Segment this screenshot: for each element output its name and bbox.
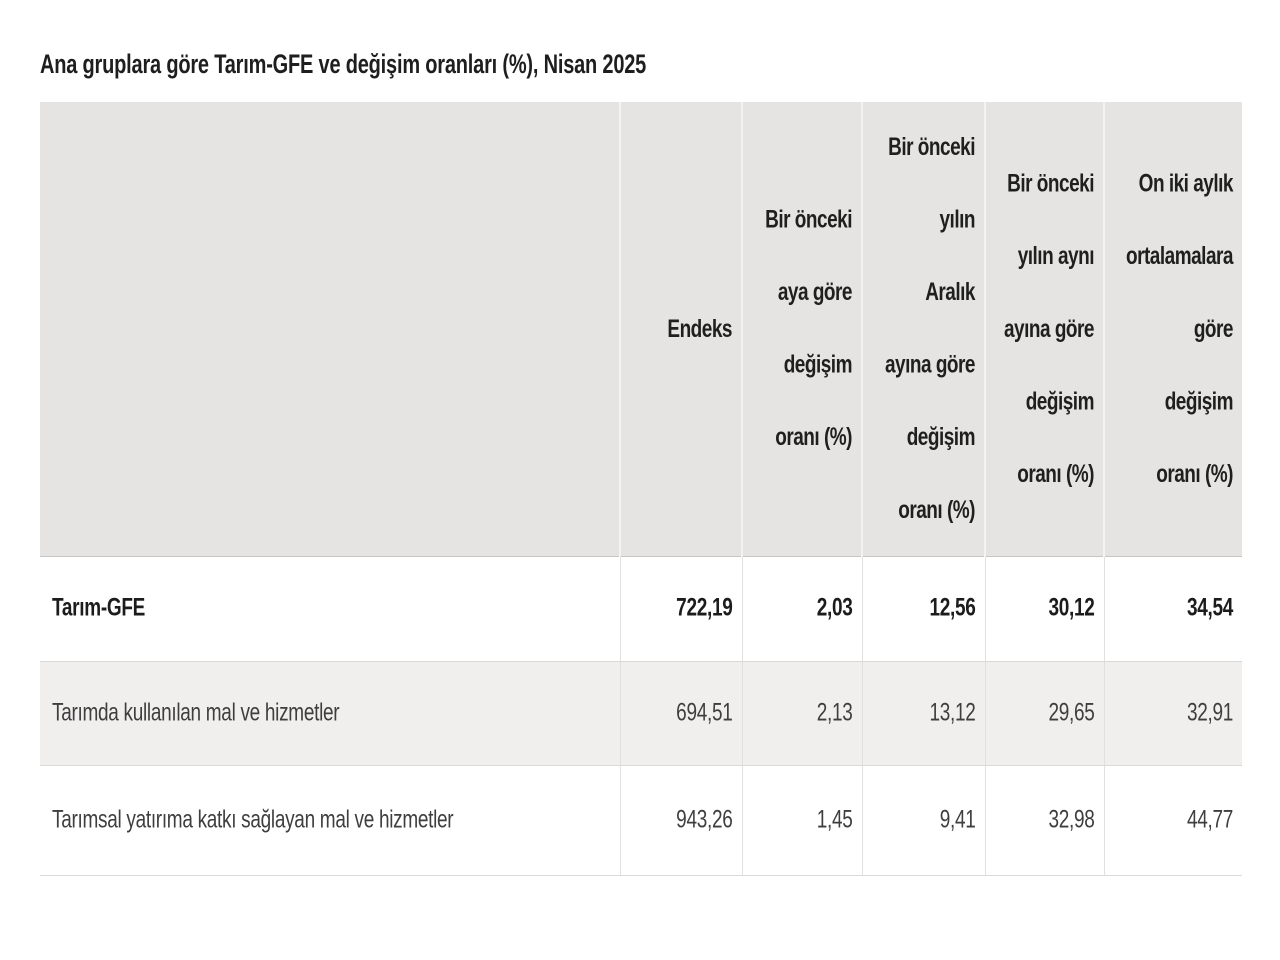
table-header: Endeks Bir önceki aya göre değişim oranı… bbox=[40, 102, 1242, 557]
value-cell-monthly: 2,03 bbox=[741, 556, 862, 662]
value-cell-since-december: 13,12 bbox=[861, 661, 985, 766]
value-cell-endeks: 722,19 bbox=[619, 556, 742, 662]
table-row-investment-goods-services: Tarımsal yatırıma katkı sağlayan mal ve … bbox=[40, 765, 1242, 876]
header-cell-monthly-change: Bir önceki aya göre değişim oranı (%) bbox=[741, 102, 862, 557]
value-cell-yearly: 29,65 bbox=[984, 661, 1104, 766]
value-cell-twelve-month-avg: 32,91 bbox=[1103, 661, 1242, 766]
table-body: Tarım-GFE 722,19 2,03 12,56 30,12 34,54 … bbox=[40, 556, 1242, 876]
value-cell-twelve-month-avg: 34,54 bbox=[1103, 556, 1242, 662]
value-cell-since-december: 12,56 bbox=[861, 556, 985, 662]
value-cell-since-december: 9,41 bbox=[861, 765, 985, 876]
header-row: Endeks Bir önceki aya göre değişim oranı… bbox=[40, 102, 1242, 557]
value-cell-monthly: 1,45 bbox=[741, 765, 862, 876]
table-row-goods-services-used: Tarımda kullanılan mal ve hizmetler 694,… bbox=[40, 661, 1242, 766]
tarim-gfe-table: Endeks Bir önceki aya göre değişim oranı… bbox=[40, 102, 1242, 876]
table-row-tarim-gfe: Tarım-GFE 722,19 2,03 12,56 30,12 34,54 bbox=[40, 556, 1242, 662]
value-cell-endeks: 694,51 bbox=[619, 661, 742, 766]
value-cell-yearly: 32,98 bbox=[984, 765, 1104, 876]
page-title-text: Ana gruplara göre Tarım-GFE ve değişim o… bbox=[40, 50, 647, 80]
header-cell-endeks: Endeks bbox=[619, 102, 742, 557]
row-label: Tarım-GFE bbox=[40, 556, 620, 662]
value-cell-monthly: 2,13 bbox=[741, 661, 862, 766]
header-cell-since-december-change: Bir önceki yılın Aralık ayına göre değiş… bbox=[861, 102, 985, 557]
row-label: Tarımsal yatırıma katkı sağlayan mal ve … bbox=[40, 765, 620, 876]
value-cell-endeks: 943,26 bbox=[619, 765, 742, 876]
value-cell-yearly: 30,12 bbox=[984, 556, 1104, 662]
header-cell-label bbox=[40, 102, 620, 557]
header-cell-twelve-month-avg-change: On iki aylık ortalamalara göre değişim o… bbox=[1103, 102, 1242, 557]
header-cell-yearly-change: Bir önceki yılın aynı ayına göre değişim… bbox=[984, 102, 1104, 557]
row-label: Tarımda kullanılan mal ve hizmetler bbox=[40, 661, 620, 766]
value-cell-twelve-month-avg: 44,77 bbox=[1103, 765, 1242, 876]
page-title: Ana gruplara göre Tarım-GFE ve değişim o… bbox=[40, 48, 1242, 82]
